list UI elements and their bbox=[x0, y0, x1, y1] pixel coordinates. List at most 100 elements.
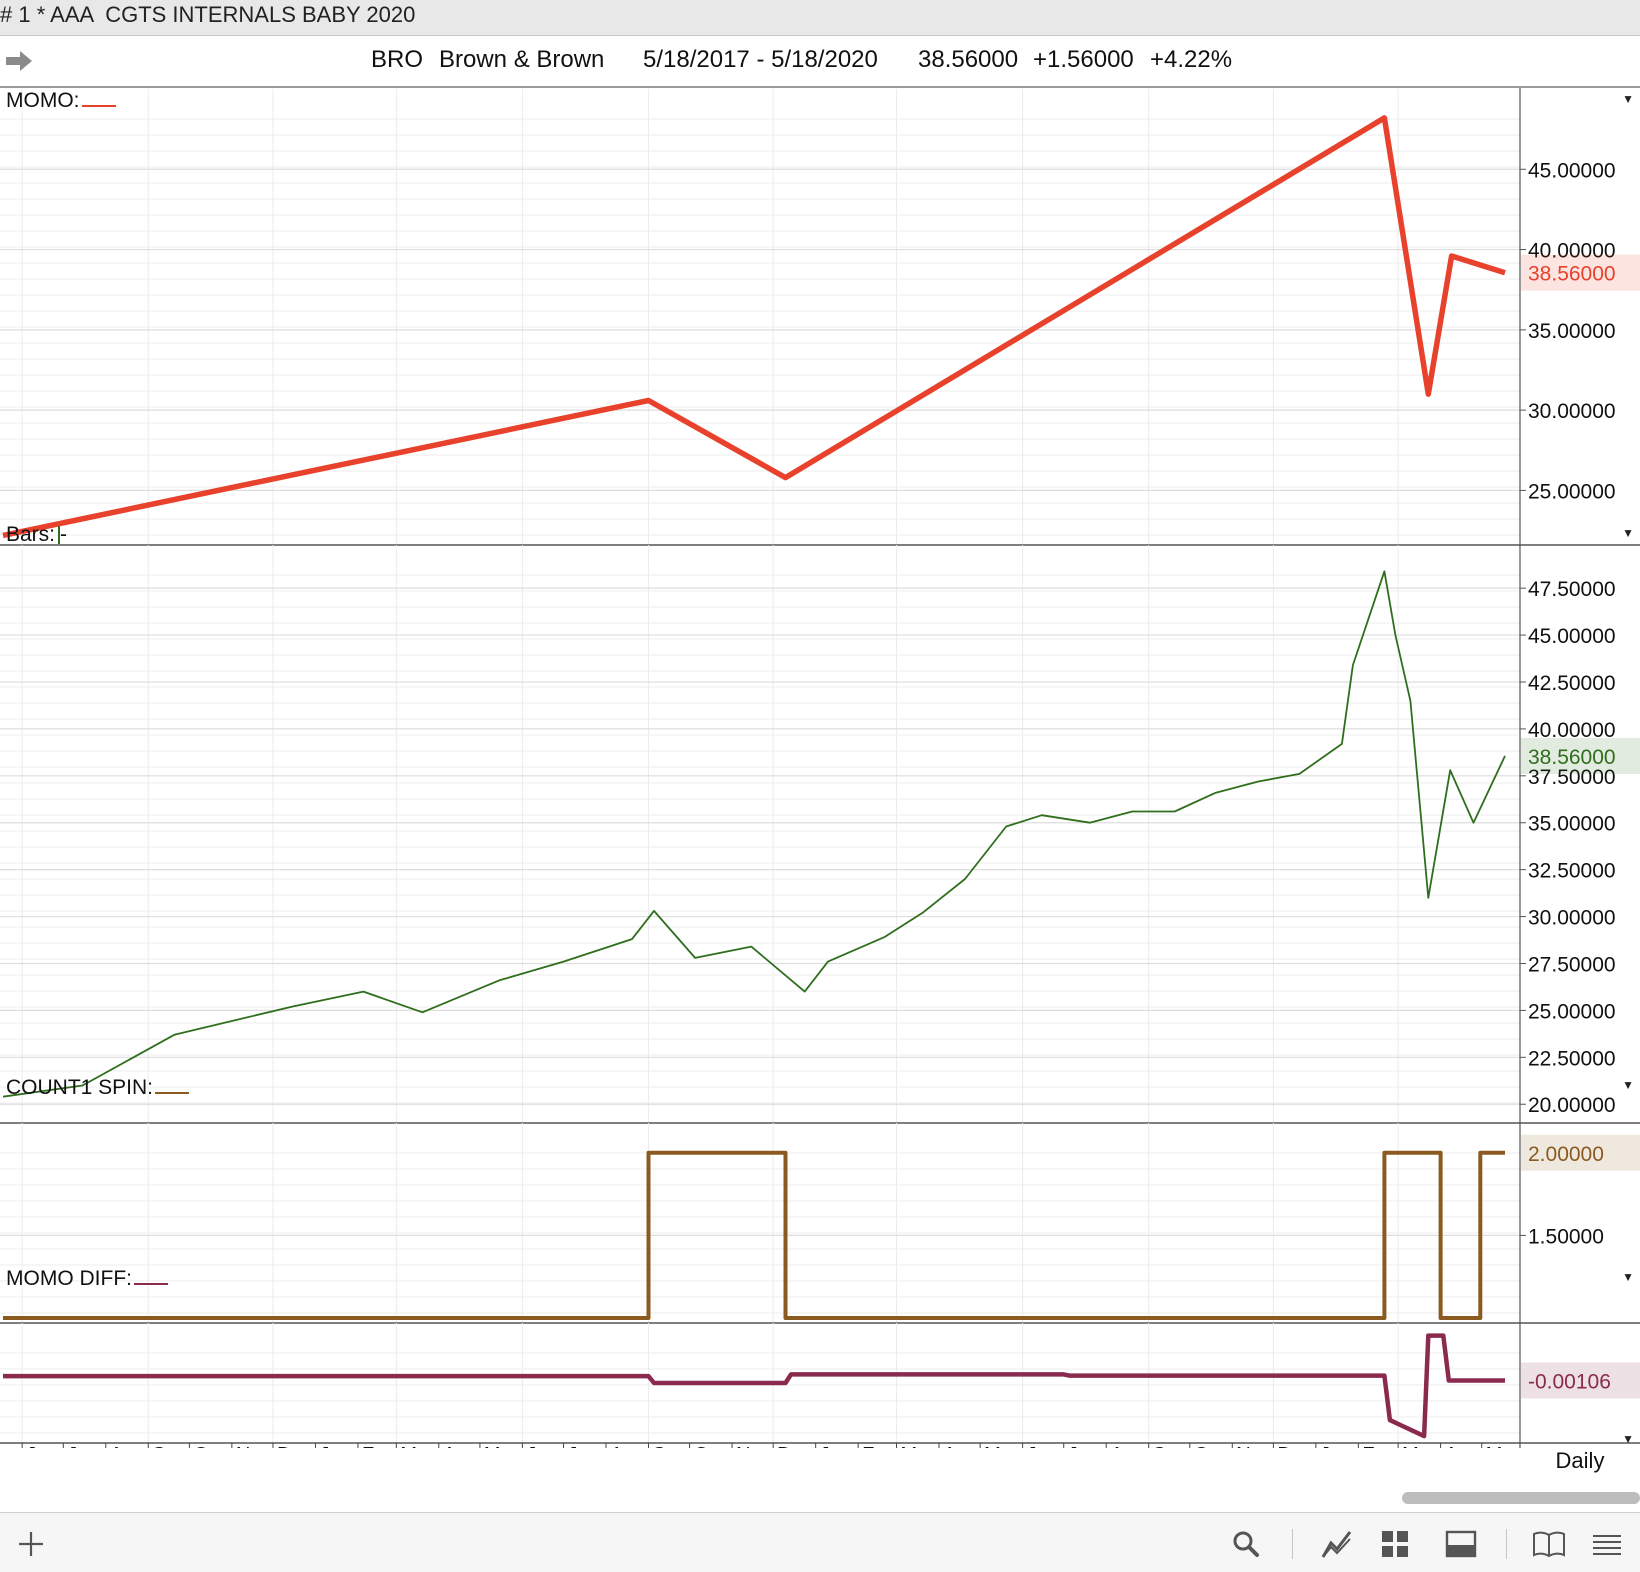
bars-color-swatch bbox=[58, 526, 61, 545]
month-label: N bbox=[736, 1444, 750, 1448]
current-value-label: 38.56000 bbox=[1528, 263, 1616, 286]
add-icon[interactable] bbox=[14, 1527, 48, 1561]
month-label: F bbox=[862, 1444, 874, 1448]
book-icon[interactable] bbox=[1532, 1527, 1566, 1561]
count1-color-swatch bbox=[155, 1092, 190, 1095]
momo-diff-color-swatch bbox=[133, 1283, 168, 1286]
bars-label-text: Bars: bbox=[6, 523, 56, 546]
time-axis[interactable]: JJASONDJFMAMJJASONDJFMAMJJASONDJFMAM1718… bbox=[0, 1443, 1640, 1448]
current-value-badge bbox=[1521, 1362, 1640, 1399]
month-label: J bbox=[1027, 1444, 1037, 1448]
y-tick-label: 42.50000 bbox=[1528, 672, 1616, 695]
month-label: S bbox=[652, 1444, 665, 1448]
month-label: D bbox=[777, 1444, 791, 1448]
bars-series-line bbox=[2, 570, 1506, 1098]
month-label: M bbox=[984, 1444, 1001, 1448]
momo-color-swatch bbox=[81, 105, 116, 108]
last-price: 38.56000 bbox=[918, 46, 1019, 73]
y-tick-label: 25.00000 bbox=[1528, 480, 1616, 503]
count1-panel[interactable]: 1.50000 2.00000 bbox=[0, 1123, 1640, 1324]
y-tick-label: 30.00000 bbox=[1528, 400, 1616, 423]
month-label: J bbox=[67, 1444, 77, 1448]
symbol-ticker: BRO bbox=[371, 46, 424, 73]
company-name: Brown & Brown bbox=[439, 46, 605, 73]
y-tick-label: 35.00000 bbox=[1528, 813, 1616, 836]
percent-change: +4.22% bbox=[1150, 46, 1233, 73]
toolbar-separator bbox=[1506, 1529, 1507, 1559]
month-label: J bbox=[568, 1444, 578, 1448]
price-change: +1.56000 bbox=[1033, 46, 1134, 73]
month-label: J bbox=[26, 1444, 36, 1448]
month-label: D bbox=[277, 1444, 291, 1448]
symbol-info-bar: BRO Brown & Brown 5/18/2017 - 5/18/2020 … bbox=[0, 36, 1640, 88]
count1-panel-label: COUNT1 SPIN: bbox=[6, 1076, 190, 1100]
momo-diff-label-text: MOMO DIFF: bbox=[6, 1267, 132, 1290]
month-label: S bbox=[1153, 1444, 1166, 1448]
momo-diff-series-line bbox=[3, 1333, 1505, 1439]
grid-layout-icon[interactable] bbox=[1378, 1527, 1412, 1561]
month-label: J bbox=[526, 1444, 536, 1448]
month-label: O bbox=[694, 1444, 710, 1448]
momo-panel-label: MOMO: bbox=[6, 89, 116, 113]
current-value-label: 2.00000 bbox=[1528, 1143, 1604, 1166]
y-tick-label: 27.50000 bbox=[1528, 953, 1616, 976]
month-label: O bbox=[1194, 1444, 1210, 1448]
toolbar-separator bbox=[1292, 1529, 1293, 1559]
bars-panel[interactable]: 47.50000 45.00000 42.50000 40.00000 37.50000… bbox=[0, 545, 1640, 1124]
momo-series-line bbox=[2, 115, 1506, 539]
chart-line-icon[interactable] bbox=[1320, 1527, 1354, 1561]
count1-series-line bbox=[3, 1150, 1505, 1320]
current-value-badge bbox=[1521, 1134, 1640, 1171]
y-tick-label: 45.00000 bbox=[1528, 159, 1616, 182]
y-tick-label: 32.50000 bbox=[1528, 860, 1616, 883]
y-tick-label: 25.00000 bbox=[1528, 1000, 1616, 1023]
month-label: S bbox=[152, 1444, 165, 1448]
y-tick-label: 37.50000 bbox=[1528, 766, 1616, 789]
y-tick-label: 47.50000 bbox=[1528, 578, 1616, 601]
month-label: F bbox=[362, 1444, 374, 1448]
panel-layout-icon[interactable] bbox=[1444, 1527, 1478, 1561]
month-label: M bbox=[1402, 1444, 1419, 1448]
month-label: A bbox=[110, 1444, 124, 1448]
month-label: N bbox=[1236, 1444, 1250, 1448]
month-label: M bbox=[400, 1444, 417, 1448]
month-label: M bbox=[484, 1444, 501, 1448]
month-label: O bbox=[193, 1444, 209, 1448]
chart-area[interactable]: 45.00000 40.00000 35.00000 30.00000 25.00000… bbox=[0, 88, 1640, 1448]
momo-panel-menu-icon[interactable]: ▼ bbox=[1622, 92, 1634, 106]
window-title: # 1 * AAA CGTS INTERNALS BABY 2020 bbox=[0, 2, 416, 27]
y-tick-label: 20.00000 bbox=[1528, 1094, 1616, 1117]
month-label: J bbox=[820, 1444, 830, 1448]
y-tick-label: 1.50000 bbox=[1528, 1225, 1604, 1248]
y-tick-label: 40.00000 bbox=[1528, 719, 1616, 742]
momo-diff-panel[interactable]: -0.00106 bbox=[0, 1323, 1640, 1444]
interval-selector[interactable]: Daily bbox=[1555, 1448, 1605, 1473]
month-label: J bbox=[1068, 1444, 1078, 1448]
current-value-label: -0.00106 bbox=[1528, 1370, 1611, 1393]
current-value-badge bbox=[1521, 254, 1640, 291]
arrow-right-icon[interactable] bbox=[4, 48, 34, 74]
month-label: M bbox=[1486, 1444, 1503, 1448]
month-label: N bbox=[236, 1444, 250, 1448]
month-label: M bbox=[901, 1444, 918, 1448]
menu-list-icon[interactable] bbox=[1590, 1527, 1624, 1561]
momo-panel[interactable]: 45.00000 40.00000 35.00000 30.00000 25.00000… bbox=[0, 89, 1640, 546]
month-label: J bbox=[319, 1444, 329, 1448]
bars-panel-menu-icon[interactable]: ▼ bbox=[1622, 526, 1634, 540]
count1-panel-menu-icon[interactable]: ▼ bbox=[1622, 1078, 1634, 1092]
month-label: F bbox=[1362, 1444, 1374, 1448]
current-value-label: 38.56000 bbox=[1528, 746, 1616, 769]
horizontal-scrollbar[interactable] bbox=[1402, 1492, 1640, 1504]
search-icon[interactable] bbox=[1229, 1527, 1263, 1561]
y-tick-label: 45.00000 bbox=[1528, 625, 1616, 648]
y-tick-label: 30.00000 bbox=[1528, 907, 1616, 930]
bars-panel-label: Bars: - bbox=[6, 523, 67, 547]
date-range: 5/18/2017 - 5/18/2020 bbox=[643, 46, 878, 73]
momo-diff-panel-label: MOMO DIFF: bbox=[6, 1267, 168, 1291]
bars-label-suffix: - bbox=[60, 523, 68, 546]
y-tick-label: 35.00000 bbox=[1528, 320, 1616, 343]
month-label: A bbox=[1110, 1444, 1124, 1448]
interval-menu-icon[interactable]: ▼ bbox=[1622, 1432, 1634, 1446]
momo-diff-panel-menu-icon[interactable]: ▼ bbox=[1622, 1270, 1634, 1284]
window-titlebar: # 1 * AAA CGTS INTERNALS BABY 2020 bbox=[0, 0, 1640, 36]
